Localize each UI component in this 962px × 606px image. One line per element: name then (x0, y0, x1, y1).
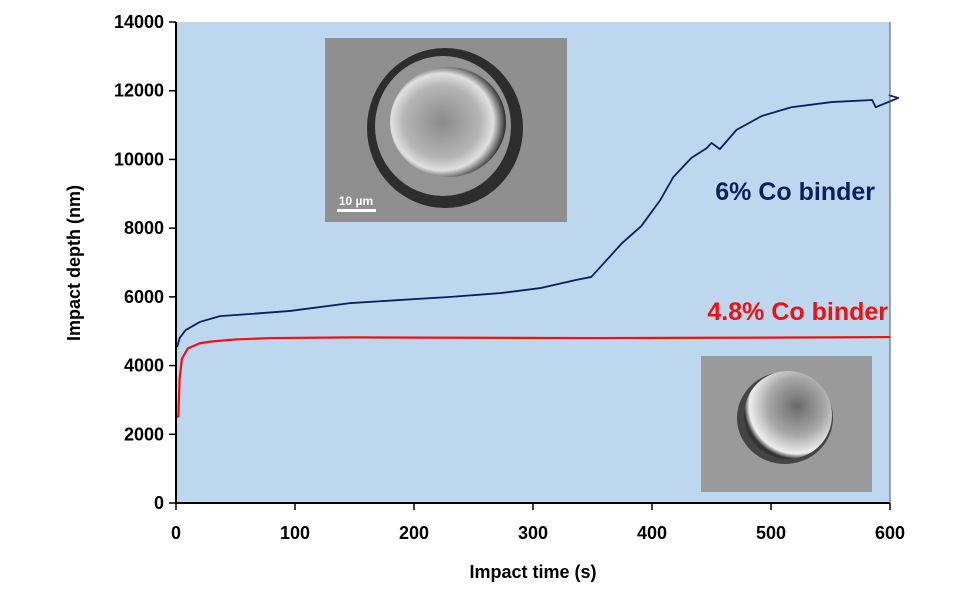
y-tick-label: 0 (154, 493, 164, 513)
y-tick-label: 4000 (124, 356, 164, 376)
inset-sem-image-4.8pct (701, 356, 872, 492)
x-tick-label: 600 (875, 523, 905, 543)
scale-bar (337, 209, 376, 212)
y-tick-label: 8000 (124, 218, 164, 238)
series-line-6pct-co (176, 94, 900, 348)
x-tick-label: 500 (756, 523, 786, 543)
y-tick-label: 6000 (124, 287, 164, 307)
y-tick-label: 10000 (114, 149, 164, 169)
y-tick-label: 2000 (124, 424, 164, 444)
x-tick-label: 200 (399, 523, 429, 543)
y-tick-label: 12000 (114, 81, 164, 101)
label-4.8pct-co-binder: 4.8% Co binder (707, 298, 888, 326)
x-tick-label: 400 (637, 523, 667, 543)
y-axis-label: Impact depth (nm) (64, 185, 84, 341)
inset-sem-image-6pct: 10 µm (325, 38, 567, 222)
y-tick-label: 14000 (114, 12, 164, 32)
x-axis-label: Impact time (s) (469, 562, 596, 582)
x-tick-label: 100 (280, 523, 310, 543)
series-line-4.8pct-co (175, 335, 891, 419)
scale-bar-label: 10 µm (339, 194, 373, 208)
x-tick-label: 0 (171, 523, 181, 543)
x-tick-label: 300 (518, 523, 548, 543)
label-6pct-co-binder: 6% Co binder (715, 178, 875, 206)
